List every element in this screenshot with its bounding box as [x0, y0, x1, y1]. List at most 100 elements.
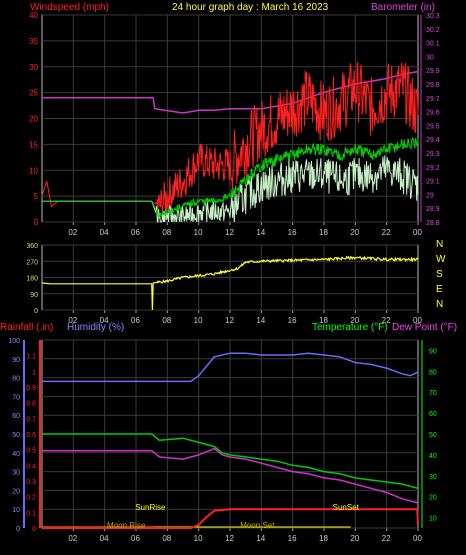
humidity-tick-label: 20 — [12, 488, 20, 495]
x-tick-label: 22 — [382, 228, 391, 237]
rainfall-tick-label: 0.2 — [26, 495, 36, 502]
temperature-axis-title: Temperature (°F) — [312, 322, 388, 333]
humidity-tick-label: 90 — [12, 357, 20, 364]
rainfall-tick-label: 0.6 — [26, 432, 36, 439]
barometer-axis-title: Barometer (in) — [371, 2, 435, 13]
barometer-tick-label: 29.7 — [426, 96, 440, 103]
rainfall-tick-label: 1.1 — [26, 354, 36, 361]
barometer-tick-label: 29.4 — [426, 137, 440, 144]
rainfall-tick-label: 0.3 — [26, 479, 36, 486]
x-tick-label: 02 — [68, 316, 77, 325]
rainfall-tick-label: 0.5 — [26, 448, 36, 455]
event-annotation: Moon Rise — [107, 521, 146, 530]
x-tick-label: 00 — [413, 534, 422, 543]
x-tick-label: 00 — [413, 316, 422, 325]
x-tick-label: 00 — [413, 228, 422, 237]
temperature-tick-label: 10 — [429, 516, 437, 523]
x-tick-label: 20 — [350, 228, 359, 237]
humidity-tick-label: 30 — [12, 470, 20, 477]
compass-label: E — [436, 284, 443, 295]
barometer-tick-label: 29.8 — [426, 82, 440, 89]
x-tick-label: 20 — [350, 316, 359, 325]
windspeed-tick-label: 0 — [34, 218, 39, 227]
x-tick-label: 04 — [100, 534, 109, 543]
humidity-tick-label: 80 — [12, 376, 20, 383]
x-tick-label: 02 — [68, 228, 77, 237]
barometer-tick-label: 29.6 — [426, 110, 440, 117]
rainfall-tick-label: 0.1 — [26, 510, 36, 517]
x-tick-label: 08 — [162, 316, 171, 325]
windspeed-tick-label: 20 — [29, 115, 38, 124]
compass-label: S — [436, 269, 443, 280]
x-tick-label: 14 — [256, 316, 265, 325]
x-tick-label: 10 — [194, 534, 203, 543]
barometer-tick-label: 29 — [426, 192, 434, 199]
temperature-tick-label: 80 — [429, 369, 437, 376]
rainfall-tick-label: 0.4 — [26, 463, 36, 470]
rainfall-tick-label: 0.7 — [26, 416, 36, 423]
compass-label: W — [436, 254, 446, 265]
windspeed-tick-label: 15 — [29, 140, 38, 149]
temperature-tick-label: 90 — [429, 348, 437, 355]
direction-tick-label: 360 — [26, 243, 38, 250]
rainfall-tick-label: 0.9 — [26, 385, 36, 392]
direction-tick-label: 270 — [26, 259, 38, 266]
x-tick-label: 06 — [131, 316, 140, 325]
windspeed-tick-label: 30 — [29, 63, 38, 72]
x-tick-label: 12 — [225, 228, 234, 237]
temperature-tick-label: 70 — [429, 390, 437, 397]
event-annotation: SunSet — [333, 503, 360, 512]
windspeed-tick-label: 10 — [29, 166, 38, 175]
windspeed-tick-label: 5 — [34, 192, 39, 201]
barometer-tick-label: 28.9 — [426, 206, 440, 213]
humidity-tick-label: 50 — [12, 432, 20, 439]
rainfall-tick-label: 0.8 — [26, 401, 36, 408]
rainfall-tick-label: 0 — [32, 526, 36, 533]
x-tick-label: 04 — [100, 316, 109, 325]
x-tick-label: 22 — [382, 534, 391, 543]
temperature-tick-label: 60 — [429, 411, 437, 418]
x-tick-label: 16 — [288, 534, 297, 543]
x-tick-label: 06 — [131, 228, 140, 237]
humidity-tick-label: 10 — [12, 507, 20, 514]
dewpoint-axis-title: Dew Point (°F) — [392, 322, 457, 333]
x-tick-label: 10 — [194, 316, 203, 325]
temperature-tick-label: 20 — [429, 495, 437, 502]
x-tick-label: 18 — [319, 228, 328, 237]
humidity-axis-title: Humidity (%) — [67, 322, 124, 333]
direction-tick-label: 180 — [26, 276, 38, 283]
humidity-tick-label: 70 — [12, 394, 20, 401]
rainfall-tick-label: 1 — [32, 369, 36, 376]
barometer-tick-label: 29.3 — [426, 151, 440, 158]
barometer-tick-label: 29.9 — [426, 68, 440, 75]
humidity-line — [42, 352, 419, 383]
x-tick-label: 10 — [194, 228, 203, 237]
windspeed-tick-label: 35 — [29, 37, 38, 46]
x-tick-label: 14 — [256, 534, 265, 543]
x-tick-label: 04 — [100, 228, 109, 237]
direction-tick-label: 90 — [30, 292, 38, 299]
x-tick-label: 22 — [382, 316, 391, 325]
barometer-tick-label: 29.2 — [426, 165, 440, 172]
barometer-tick-label: 29.5 — [426, 123, 440, 130]
temperature-tick-label: 40 — [429, 453, 437, 460]
temperature-line — [42, 433, 419, 490]
humidity-tick-label: 0 — [16, 526, 20, 533]
dewpoint-line — [42, 447, 419, 504]
humidity-tick-label: 40 — [12, 451, 20, 458]
x-tick-label: 18 — [319, 316, 328, 325]
windspeed-axis-title: Windspeed (mph) — [30, 2, 109, 13]
graph-title: 24 hour graph day : March 16 2023 — [172, 2, 329, 13]
barometer-tick-label: 30.2 — [426, 27, 440, 34]
x-tick-label: 02 — [68, 534, 77, 543]
x-tick-label: 16 — [288, 228, 297, 237]
event-annotation: Moon Set — [240, 521, 275, 530]
barometer-tick-label: 30 — [426, 54, 434, 61]
barometer-tick-label: 30.1 — [426, 41, 440, 48]
barometer-tick-label: 28.8 — [426, 220, 440, 227]
x-tick-label: 20 — [350, 534, 359, 543]
rainfall-axis-title: Rainfall (.in) — [0, 322, 53, 333]
x-tick-label: 08 — [162, 228, 171, 237]
temperature-tick-label: 30 — [429, 474, 437, 481]
